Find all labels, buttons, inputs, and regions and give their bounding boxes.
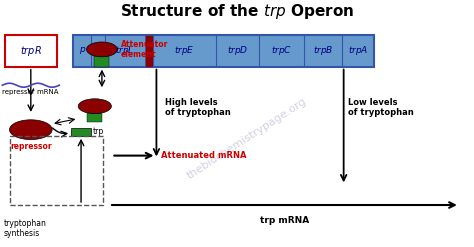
Text: $\it{trpB}$: $\it{trpB}$: [313, 44, 333, 57]
Bar: [87, 113, 102, 122]
Text: $\it{trpL}$: $\it{trpL}$: [115, 44, 135, 57]
Text: thebiochemistrypage.org: thebiochemistrypage.org: [185, 96, 308, 181]
Bar: [71, 128, 91, 136]
Text: $\it{trpC}$: $\it{trpC}$: [271, 44, 292, 57]
Ellipse shape: [9, 120, 52, 140]
Text: repressor mRNA: repressor mRNA: [2, 89, 59, 95]
Ellipse shape: [86, 42, 117, 57]
Ellipse shape: [78, 99, 111, 114]
Text: repressor: repressor: [10, 142, 52, 151]
Text: $\it{o}$: $\it{o}$: [95, 46, 101, 55]
Text: High levels
of tryptophan: High levels of tryptophan: [165, 98, 231, 117]
Text: Low levels
of tryptophan: Low levels of tryptophan: [348, 98, 414, 117]
Text: Attenuated mRNA: Attenuated mRNA: [161, 151, 246, 160]
Bar: [10, 136, 103, 205]
Text: trp mRNA: trp mRNA: [260, 216, 309, 225]
Text: $\it{p}$: $\it{p}$: [79, 45, 86, 56]
Text: Attenuator
element: Attenuator element: [121, 40, 168, 59]
Text: tryptophan
synthesis: tryptophan synthesis: [4, 219, 46, 238]
Text: $\it{trpD}$: $\it{trpD}$: [227, 44, 248, 57]
Text: $\it{trpR}$: $\it{trpR}$: [20, 44, 42, 58]
Text: $\it{trpE}$: $\it{trpE}$: [174, 44, 195, 57]
Bar: [94, 56, 109, 67]
Bar: [73, 35, 374, 67]
Text: Structure of the $\it{trp}$ Operon: Structure of the $\it{trp}$ Operon: [120, 2, 354, 21]
Bar: [145, 35, 153, 67]
Bar: [5, 35, 57, 67]
Text: $\it{trpA}$: $\it{trpA}$: [348, 44, 369, 57]
Text: trp: trp: [93, 127, 104, 136]
